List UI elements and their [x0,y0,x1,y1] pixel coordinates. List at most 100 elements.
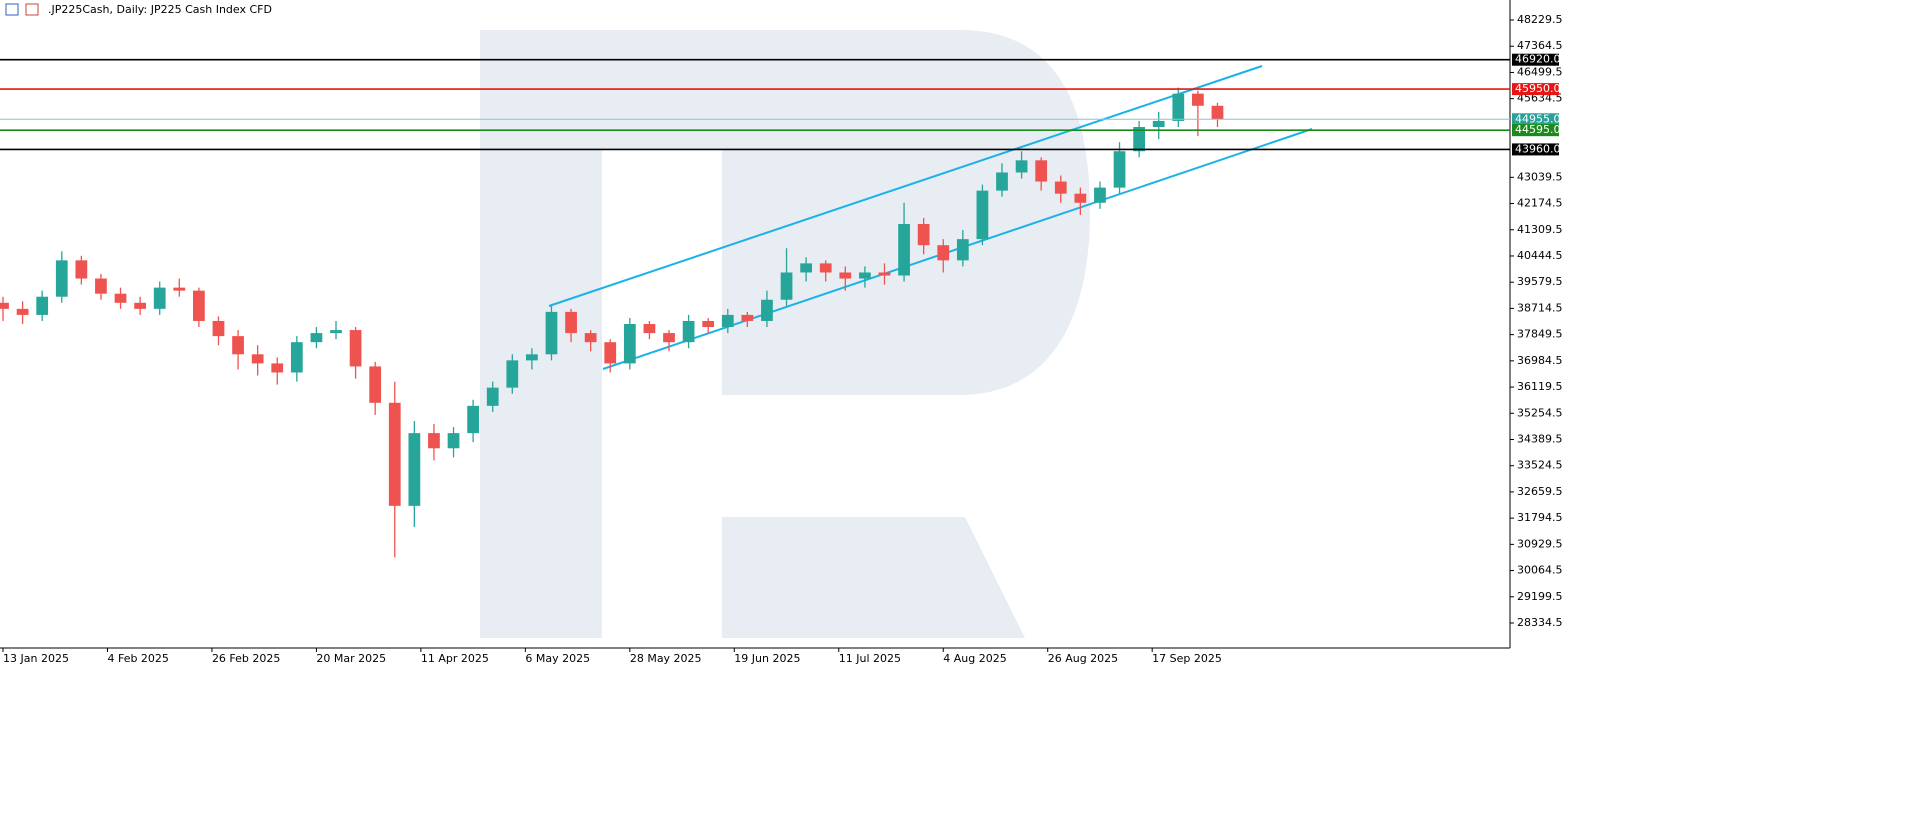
y-tick-label: 47364.5 [1517,39,1563,52]
y-tick-label: 32659.5 [1517,485,1563,498]
y-tick-label: 42174.5 [1517,197,1563,210]
watermark-stem [480,30,602,638]
x-tick-label: 17 Sep 2025 [1152,652,1222,665]
candle-body [1054,181,1067,194]
candle-body [408,433,421,506]
candle-body [114,293,127,303]
x-tick-label: 26 Feb 2025 [212,652,280,665]
candle-body [1074,193,1087,203]
candle-body [565,311,577,334]
candle-body [741,314,754,321]
candle-body [95,278,107,294]
x-tick-label: 20 Mar 2025 [316,652,386,665]
candle-body [937,245,950,261]
y-tick-label: 35254.5 [1517,406,1563,419]
y-tick-label: 43039.5 [1517,170,1563,183]
x-tick-label: 4 Aug 2025 [943,652,1006,665]
y-tick-label: 48229.5 [1517,13,1563,26]
candle-body [526,354,538,361]
candle-body [193,290,205,321]
candle-body [447,433,460,449]
watermark-bowl [602,30,1090,395]
candle-body [16,308,29,315]
price-level-box [1512,83,1559,96]
candle-body [486,387,499,406]
candle-body [1133,126,1146,152]
candle-body [349,330,362,367]
price-level-box [1512,143,1559,156]
candle-body [232,336,244,355]
y-tick-label: 31794.5 [1517,511,1563,524]
candle-body [212,320,225,337]
y-tick-label: 37849.5 [1517,328,1563,341]
x-tick-label: 11 Apr 2025 [421,652,489,665]
candle-body [1192,93,1204,106]
candle-body [643,324,656,334]
candle-body [604,342,617,364]
candle-body [545,311,558,355]
y-tick-label: 34389.5 [1517,432,1563,445]
price-level-box [1512,53,1559,66]
candle-body [721,314,734,328]
candle-body [702,320,715,328]
chart-title: .JP225Cash, Daily: JP225 Cash Index CFD [48,3,272,16]
candle-body [956,239,969,261]
candle-body [290,342,303,373]
candle-body [878,272,891,276]
candle-body [153,287,166,309]
y-tick-label: 33524.5 [1517,459,1563,472]
candle-body [75,260,88,279]
y-tick-label: 41309.5 [1517,223,1563,236]
y-tick-label: 39579.5 [1517,275,1563,288]
price-level-label: 45950.0 [1515,82,1561,95]
candle-body [36,296,49,315]
x-tick-label: 6 May 2025 [525,652,590,665]
candle-body [388,402,401,506]
candle-body [1172,93,1185,121]
candle-body [55,260,68,297]
candle-body [1113,151,1126,188]
candle-body [917,223,930,246]
price-level-label: 44595.0 [1515,123,1561,136]
candle-body [800,263,813,273]
watermark [480,30,1090,638]
candle-body [1094,187,1106,203]
price-level-box [1512,124,1559,137]
price-level-box [1512,113,1559,126]
candle-body [173,287,186,291]
candle-body [134,302,146,309]
candle-body [251,354,264,364]
y-tick-label: 28334.5 [1517,616,1563,629]
candle-body [1211,105,1224,120]
y-tick-label: 30064.5 [1517,564,1563,577]
candle-body [976,190,989,240]
price-level-label: 46920.0 [1515,53,1561,66]
channel-upper [548,65,1263,307]
candle-body [1035,160,1048,182]
price-level-label: 44955.0 [1515,112,1561,125]
candle-body [428,433,440,449]
candle-body [859,272,871,279]
x-tick-label: 19 Jun 2025 [734,652,800,665]
candle-body [623,324,636,364]
candle-body [898,223,910,276]
y-tick-label: 29199.5 [1517,590,1563,603]
candle-body [819,263,832,273]
candle-body [1152,120,1165,127]
candle-body [369,366,382,403]
watermark-leg [722,517,1025,638]
candle-body [682,320,695,343]
y-tick-label: 38714.5 [1517,301,1563,314]
candle-body [584,333,597,343]
candle-body [1015,160,1028,173]
candle-body [761,299,773,321]
y-tick-label: 36119.5 [1517,380,1563,393]
x-tick-label: 28 May 2025 [630,652,702,665]
icon-chart [25,3,39,16]
y-tick-label: 40444.5 [1517,249,1563,262]
y-tick-label: 46499.5 [1517,65,1563,78]
candle-body [330,330,342,334]
icon-list [5,3,19,16]
